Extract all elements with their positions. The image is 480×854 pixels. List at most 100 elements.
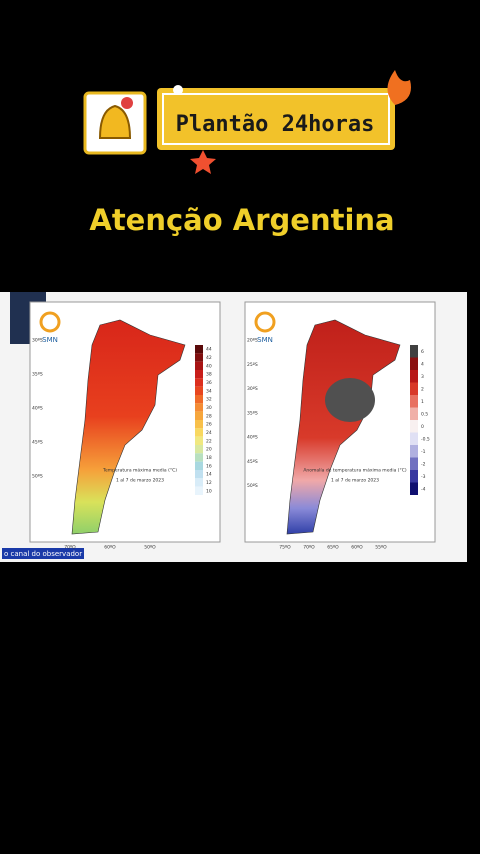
legend-swatch xyxy=(195,420,203,429)
legend-swatch xyxy=(410,432,418,445)
legend-swatch xyxy=(410,445,418,458)
legend-swatch xyxy=(195,486,203,495)
legend-label: 40 xyxy=(206,363,212,369)
legend-swatch xyxy=(195,345,203,354)
legend-label: -4 xyxy=(421,486,426,492)
logo xyxy=(254,311,276,333)
legend-swatch xyxy=(410,357,418,370)
lat-label: 50ºS xyxy=(247,483,258,489)
legend-label: 20 xyxy=(206,447,212,453)
logo-text: SMN xyxy=(42,336,58,344)
legend-swatch xyxy=(195,378,203,387)
lat-label: 25ºS xyxy=(247,362,258,368)
lat-label: 50ºS xyxy=(32,474,43,480)
channel-bg xyxy=(2,548,84,559)
legend-label: 10 xyxy=(206,488,212,494)
legend-swatch xyxy=(195,361,203,370)
country-shape xyxy=(71,319,186,535)
title: Atenção Argentina xyxy=(89,203,394,237)
legend-label: 18 xyxy=(206,455,212,461)
legend-swatch xyxy=(195,411,203,420)
lat-label: 45ºS xyxy=(247,459,258,465)
lat-label: 35ºS xyxy=(32,372,43,378)
lon-label: 70ºO xyxy=(303,545,315,551)
legend-label: 16 xyxy=(206,463,212,469)
legend-swatch xyxy=(410,382,418,395)
legend-swatch xyxy=(410,370,418,383)
legend-swatch xyxy=(195,470,203,479)
legend-label: 22 xyxy=(206,438,212,444)
legend-swatch xyxy=(195,428,203,437)
legend-swatch xyxy=(195,436,203,445)
channel-name: o canal do observador xyxy=(4,550,82,558)
map xyxy=(286,319,401,535)
legend-swatch xyxy=(410,457,418,470)
lat-label: 35ºS xyxy=(247,410,258,416)
lat-label: 20ºS xyxy=(247,338,258,344)
star xyxy=(190,150,216,174)
legend-swatch xyxy=(410,407,418,420)
legend-swatch xyxy=(195,445,203,454)
legend-label: 2 xyxy=(421,386,424,392)
legend-label: 44 xyxy=(206,347,212,353)
legend-label: 24 xyxy=(206,430,212,436)
legend-swatch xyxy=(410,420,418,433)
flame xyxy=(387,70,411,105)
lat-label: 30ºS xyxy=(32,338,43,344)
legend-label: -3 xyxy=(421,474,426,480)
lon-label: 60ºO xyxy=(104,545,116,551)
lat-label: 45ºS xyxy=(32,440,43,446)
logo-text: SMN xyxy=(257,336,273,344)
badge xyxy=(157,88,395,150)
map-dates: 1 al 7 de marzo 2023 xyxy=(116,478,164,484)
bell-icon xyxy=(98,104,132,139)
badge-text: Plantão 24horas xyxy=(176,112,375,137)
legend-swatch xyxy=(410,395,418,408)
legend-swatch xyxy=(195,461,203,470)
badge-pin xyxy=(173,85,183,95)
lon-label: 60ºO xyxy=(351,545,363,551)
lat-label: 40ºS xyxy=(247,435,258,441)
badge-border xyxy=(162,93,390,145)
lon-label: 50ºO xyxy=(144,545,156,551)
legend-swatch xyxy=(195,403,203,412)
legend-swatch xyxy=(195,453,203,462)
bell-dot xyxy=(121,97,133,109)
legend-label: 1 xyxy=(421,399,424,405)
legend-label: 0 xyxy=(421,424,424,430)
legend-label: 26 xyxy=(206,422,212,428)
legend-swatch xyxy=(195,353,203,362)
map-caption: Temperatura máxima media (°C) xyxy=(102,467,177,474)
map-caption: Anomalía de temperatura máxima media (°C… xyxy=(303,467,407,474)
legend-label: 4 xyxy=(421,361,424,367)
lon-label: 55ºO xyxy=(375,545,387,551)
legend-label: 28 xyxy=(206,413,212,419)
legend-label: 30 xyxy=(206,405,212,411)
legend-swatch xyxy=(410,482,418,495)
anomaly-blob xyxy=(325,378,375,422)
legend-swatch xyxy=(195,478,203,487)
legend-label: 12 xyxy=(206,480,212,486)
legend-label: 38 xyxy=(206,372,212,378)
lat-label: 40ºS xyxy=(32,406,43,412)
legend-label: 36 xyxy=(206,380,212,386)
legend-swatch xyxy=(195,370,203,379)
legend-label: 0.5 xyxy=(421,411,428,417)
lon-label: 70ºO xyxy=(64,545,76,551)
map xyxy=(71,319,186,535)
legend-swatch xyxy=(195,386,203,395)
legend-label: -1 xyxy=(421,449,426,455)
legend-label: 6 xyxy=(421,349,424,355)
legend-label: 42 xyxy=(206,355,212,361)
country-shape xyxy=(286,319,401,535)
legend-label: 34 xyxy=(206,388,212,394)
lat-label: 30ºS xyxy=(247,386,258,392)
map-dates: 1 al 7 de marzo 2023 xyxy=(331,478,379,484)
legend-label: 3 xyxy=(421,374,424,380)
legend-swatch xyxy=(195,395,203,404)
logo xyxy=(39,311,61,333)
legend-label: 32 xyxy=(206,397,212,403)
legend-label: -0.5 xyxy=(421,436,430,442)
